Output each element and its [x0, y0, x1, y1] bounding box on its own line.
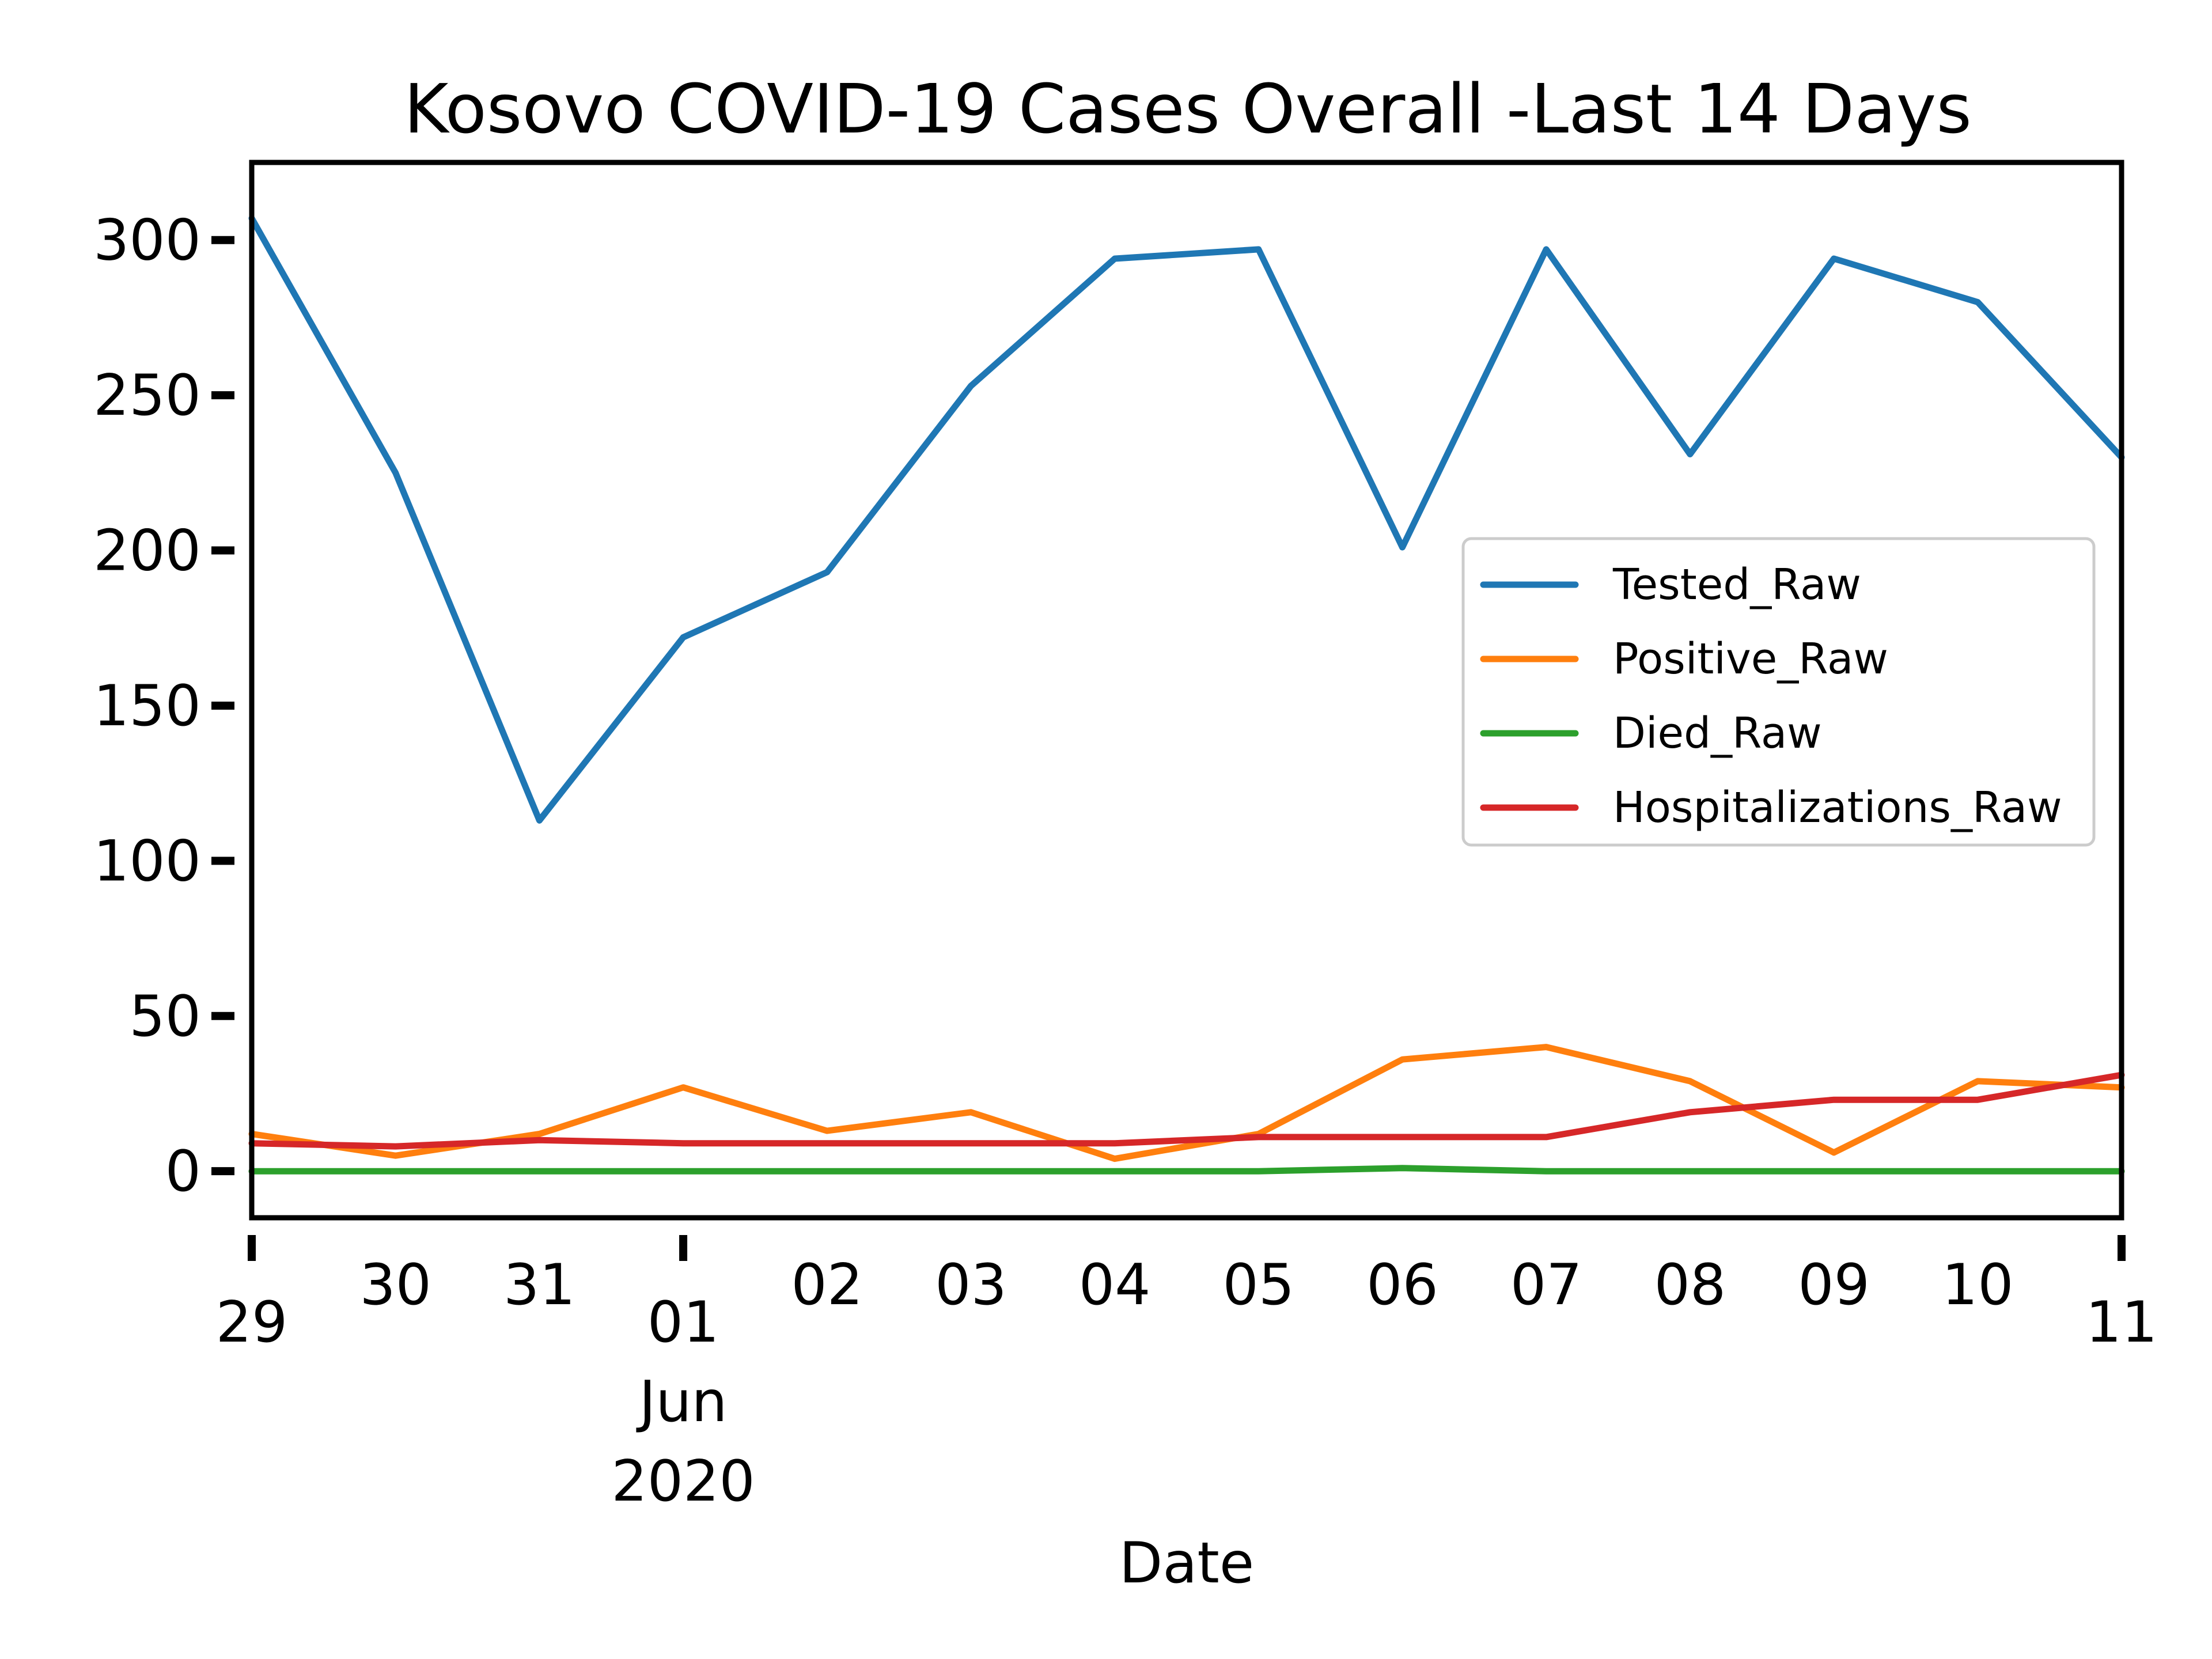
- data-point-0-10: [1687, 452, 1692, 457]
- x-tick-label-7: 05: [1222, 1252, 1294, 1318]
- data-point-1-11: [1831, 1150, 1836, 1155]
- legend-label-2: Died_Raw: [1613, 709, 1822, 758]
- x-tick-label-12: 10: [1942, 1252, 2014, 1318]
- data-point-0-11: [1831, 256, 1836, 261]
- data-point-0-12: [1975, 300, 1980, 305]
- x-tick-label-9: 07: [1510, 1252, 1582, 1318]
- data-point-1-6: [1112, 1156, 1118, 1161]
- data-point-2-10: [1687, 1169, 1692, 1174]
- x-tick-label-10: 08: [1654, 1252, 1726, 1318]
- data-point-2-2: [537, 1169, 542, 1174]
- data-point-2-11: [1831, 1169, 1836, 1174]
- data-point-1-4: [824, 1128, 830, 1134]
- x-tick-label-2: 31: [503, 1252, 575, 1318]
- data-point-1-1: [393, 1153, 398, 1158]
- x-tick-label-8: 06: [1366, 1252, 1438, 1318]
- series-line-3: [248, 1071, 2125, 1150]
- x-tick-sublabel-3-0: Jun: [636, 1369, 728, 1435]
- legend-label-3: Hospitalizations_Raw: [1613, 783, 2062, 832]
- data-point-3-12: [1975, 1097, 1980, 1103]
- data-point-0-8: [1400, 545, 1405, 550]
- legend: Tested_Raw Positive_Raw Died_Raw Hospitaliz…: [1461, 537, 2096, 847]
- data-point-1-9: [1544, 1044, 1549, 1050]
- chart-title: Kosovo COVID-19 Cases Overall -Last 14 D…: [404, 69, 1972, 149]
- x-tick-label-6: 04: [1079, 1252, 1151, 1318]
- data-point-3-6: [1112, 1141, 1118, 1146]
- x-tick-label-5: 03: [935, 1252, 1007, 1318]
- data-point-0-6: [1112, 256, 1118, 261]
- data-point-0-9: [1544, 247, 1549, 252]
- data-point-2-6: [1112, 1169, 1118, 1174]
- x-tick-label-0: 29: [216, 1290, 288, 1355]
- data-point-1-2: [537, 1131, 542, 1137]
- data-point-1-12: [1975, 1078, 1980, 1084]
- data-point-2-3: [681, 1169, 686, 1174]
- data-point-3-4: [824, 1141, 830, 1146]
- data-point-3-2: [537, 1138, 542, 1143]
- x-tick-label-11: 09: [1798, 1252, 1870, 1318]
- data-point-2-9: [1544, 1169, 1549, 1174]
- data-point-1-10: [1687, 1078, 1692, 1084]
- data-point-3-8: [1400, 1134, 1405, 1139]
- data-point-1-5: [968, 1109, 974, 1115]
- legend-label-0: Tested_Raw: [1612, 560, 1861, 609]
- y-tick-label-1: 50: [129, 984, 201, 1050]
- y-tick-label-0: 0: [165, 1139, 201, 1205]
- x-tick-label-4: 02: [791, 1252, 863, 1318]
- y-axis: 0 50 100 150 200 250 300: [93, 208, 234, 1205]
- y-tick-label-3: 150: [93, 673, 201, 739]
- data-point-1-3: [681, 1085, 686, 1090]
- data-point-0-5: [968, 384, 974, 388]
- series-line-1: [248, 1044, 2125, 1162]
- y-tick-label-5: 250: [93, 363, 201, 429]
- x-tick-sublabel-3-1: 2020: [611, 1449, 755, 1514]
- x-axis-label: Date: [1119, 1531, 1254, 1596]
- plot-frame: [249, 160, 2124, 1221]
- x-tick-label-13: 11: [2086, 1290, 2158, 1355]
- y-tick-label-2: 100: [93, 828, 201, 894]
- data-point-3-7: [1256, 1134, 1261, 1139]
- data-point-2-5: [968, 1169, 974, 1174]
- data-point-0-1: [393, 470, 398, 475]
- data-point-3-1: [393, 1144, 398, 1149]
- data-point-0-3: [681, 635, 686, 640]
- series-line-2: [248, 1165, 2125, 1175]
- data-point-2-8: [1400, 1165, 1405, 1171]
- data-point-2-1: [393, 1169, 398, 1174]
- data-point-0-2: [537, 818, 542, 823]
- y-tick-label-6: 300: [93, 208, 201, 274]
- data-point-2-7: [1256, 1169, 1261, 1174]
- data-point-3-5: [968, 1141, 974, 1146]
- data-point-0-4: [824, 570, 830, 575]
- data-point-3-10: [1687, 1109, 1692, 1115]
- y-tick-label-4: 200: [93, 518, 201, 584]
- x-tick-label-1: 30: [359, 1252, 431, 1318]
- data-point-3-11: [1831, 1097, 1836, 1103]
- data-point-0-7: [1256, 247, 1261, 252]
- data-point-1-8: [1400, 1057, 1405, 1062]
- data-point-3-9: [1544, 1134, 1549, 1139]
- data-point-2-12: [1975, 1169, 1980, 1174]
- legend-label-1: Positive_Raw: [1613, 634, 1888, 684]
- series-line-0: [248, 215, 2125, 824]
- x-axis: 29 30 31 01 Jun 2020 02 03 04 05 06 07 08 09 10 11: [216, 1235, 2158, 1514]
- x-tick-label-3: 01: [647, 1290, 719, 1355]
- data-point-2-4: [824, 1169, 830, 1174]
- legend-frame: [1461, 537, 2096, 847]
- data-point-3-3: [681, 1141, 686, 1146]
- series-layer: [248, 215, 2125, 1175]
